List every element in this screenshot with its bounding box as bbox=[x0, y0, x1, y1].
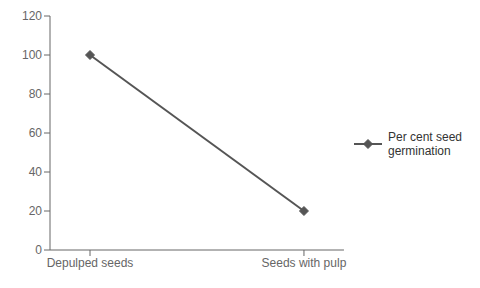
svg-text:80: 80 bbox=[29, 87, 43, 101]
svg-text:Seeds with pulp: Seeds with pulp bbox=[262, 256, 347, 270]
html-text:germination: germination bbox=[388, 144, 451, 158]
svg-text:60: 60 bbox=[29, 126, 43, 140]
svg-text:100: 100 bbox=[22, 48, 42, 62]
svg-text:20: 20 bbox=[29, 204, 43, 218]
svg-text:40: 40 bbox=[29, 165, 43, 179]
svg-text:0: 0 bbox=[35, 243, 42, 257]
svg-text:120: 120 bbox=[22, 9, 42, 23]
svg-text:Depulped seeds: Depulped seeds bbox=[47, 256, 134, 270]
html-text:Per cent seed: Per cent seed bbox=[388, 130, 462, 144]
